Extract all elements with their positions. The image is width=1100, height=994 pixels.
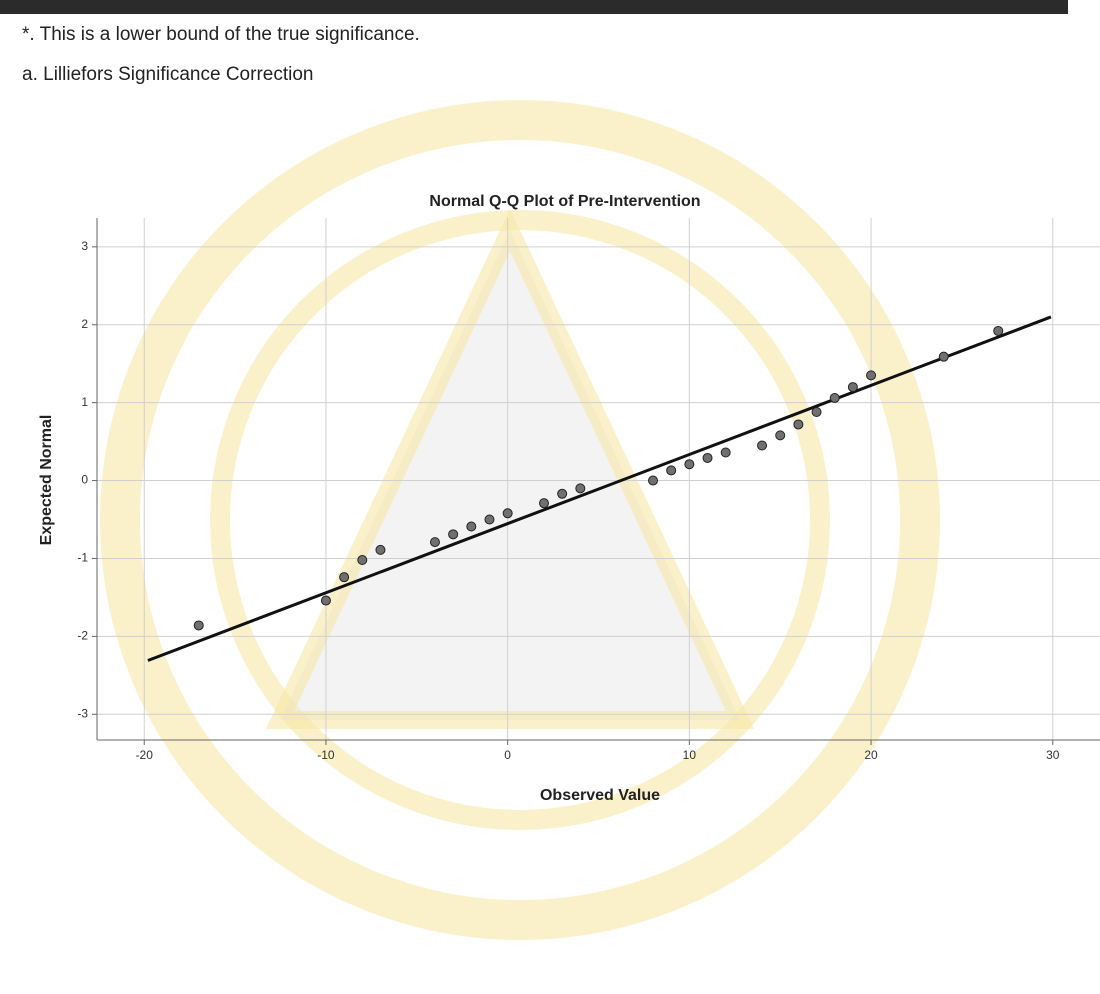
- data-point: [866, 370, 877, 381]
- watermark: [100, 100, 940, 940]
- reference-line: [147, 315, 1052, 662]
- data-point: [466, 521, 477, 532]
- data-point: [575, 483, 586, 494]
- data-point: [829, 392, 840, 403]
- data-point: [339, 572, 350, 583]
- data-point: [502, 508, 513, 519]
- x-axis-label: Observed Value: [540, 787, 660, 804]
- data-point: [375, 544, 386, 555]
- x-tick-label: 20: [864, 748, 878, 762]
- data-point: [648, 475, 659, 486]
- y-tick-label: -3: [77, 706, 88, 720]
- x-tick-label: 10: [683, 748, 697, 762]
- watermark-shape: [265, 208, 755, 729]
- data-point: [538, 498, 549, 509]
- data-point: [775, 430, 786, 441]
- watermark-ring: [100, 100, 940, 940]
- data-point: [684, 459, 695, 470]
- data-point: [429, 537, 440, 548]
- top-bar: [0, 0, 1068, 14]
- data-point: [193, 620, 204, 631]
- chart: Normal Q-Q Plot of Pre-Intervention Obse…: [38, 193, 1100, 804]
- y-tick-label: 0: [81, 473, 88, 487]
- y-tick-label: 3: [81, 239, 88, 253]
- data-point: [448, 529, 459, 540]
- x-tick-label: -20: [136, 748, 154, 762]
- y-tick-label: -1: [77, 551, 88, 565]
- y-tick-label: 1: [81, 395, 88, 409]
- data-point: [702, 452, 713, 463]
- data-point: [666, 465, 677, 476]
- data-point: [320, 595, 331, 606]
- data-point: [357, 555, 368, 566]
- data-point: [484, 514, 495, 525]
- footnote: *. This is a lower bound of the true sig…: [22, 24, 420, 45]
- y-tick-label: -2: [77, 629, 88, 643]
- x-tick-label: 30: [1046, 748, 1060, 762]
- watermark-ring: [210, 210, 830, 830]
- x-tick-label: 0: [504, 748, 511, 762]
- footnote: a. Lilliefors Significance Correction: [22, 64, 313, 85]
- data-point: [557, 488, 568, 499]
- data-point: [757, 440, 768, 451]
- data-point: [938, 351, 949, 362]
- y-tick-label: 2: [81, 317, 88, 331]
- data-point: [847, 382, 858, 393]
- chart-title: Normal Q-Q Plot of Pre-Intervention: [429, 193, 700, 210]
- y-axis-label: Expected Normal: [38, 415, 55, 546]
- data-point: [720, 447, 731, 458]
- data-point: [811, 406, 822, 417]
- x-tick-label: -10: [317, 748, 335, 762]
- data-point: [793, 419, 804, 430]
- data-point: [993, 325, 1004, 336]
